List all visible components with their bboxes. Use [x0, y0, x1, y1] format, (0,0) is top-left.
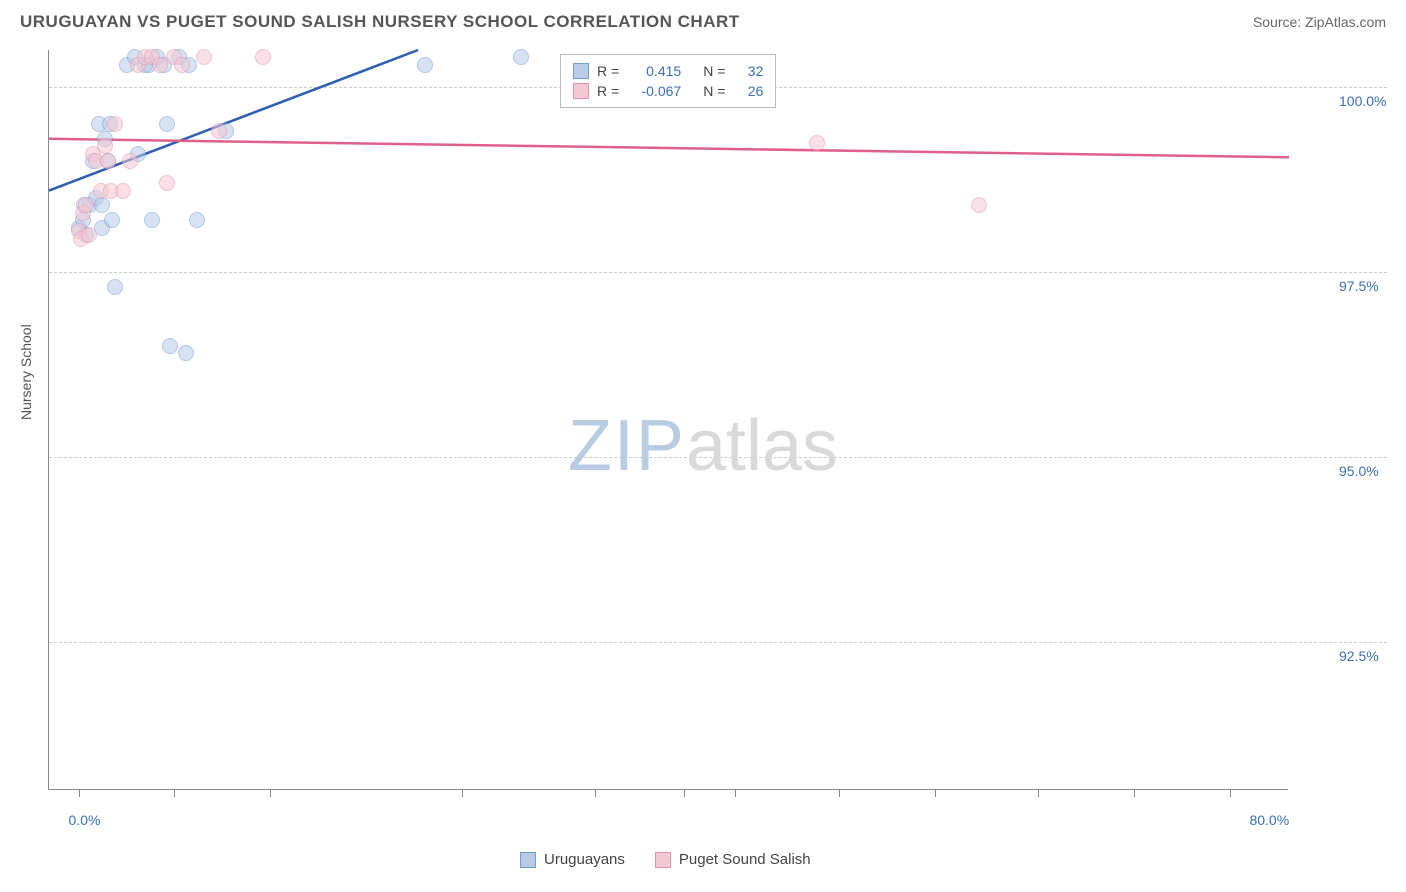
legend-n-label: N = — [703, 83, 725, 99]
series-legend: Uruguayans Puget Sound Salish — [520, 851, 811, 868]
source-label: Source: ZipAtlas.com — [1253, 14, 1386, 30]
data-point — [152, 57, 168, 73]
data-point — [189, 212, 205, 228]
data-point — [211, 123, 227, 139]
x-tick-label: 80.0% — [1249, 812, 1289, 828]
x-tick — [839, 789, 840, 797]
legend-row: R = 0.415 N = 32 — [573, 61, 763, 81]
legend-n-value: 26 — [737, 83, 763, 99]
data-point — [107, 279, 123, 295]
trend-line — [49, 139, 1289, 158]
data-point — [159, 116, 175, 132]
legend-series-name: Uruguayans — [544, 851, 625, 868]
data-point — [94, 197, 110, 213]
legend-r-label: R = — [597, 63, 619, 79]
data-point — [144, 212, 160, 228]
data-point — [174, 57, 190, 73]
data-point — [255, 49, 271, 65]
x-tick — [79, 789, 80, 797]
data-point — [104, 212, 120, 228]
data-point — [97, 138, 113, 154]
x-tick — [462, 789, 463, 797]
y-tick-label: 100.0% — [1339, 93, 1386, 109]
x-tick — [270, 789, 271, 797]
x-tick — [684, 789, 685, 797]
x-tick — [1134, 789, 1135, 797]
legend-item: Puget Sound Salish — [655, 851, 811, 868]
data-point — [115, 183, 131, 199]
legend-swatch — [520, 852, 536, 868]
legend-swatch — [573, 83, 589, 99]
data-point — [122, 153, 138, 169]
data-point — [162, 338, 178, 354]
legend-item: Uruguayans — [520, 851, 625, 868]
x-tick — [935, 789, 936, 797]
legend-r-value: 0.415 — [631, 63, 681, 79]
plot-area: 92.5%95.0%97.5%100.0%0.0%80.0% — [48, 50, 1288, 790]
legend-n-value: 32 — [737, 63, 763, 79]
x-tick — [1230, 789, 1231, 797]
data-point — [107, 116, 123, 132]
x-tick — [174, 789, 175, 797]
x-tick — [735, 789, 736, 797]
legend-row: R = -0.067 N = 26 — [573, 81, 763, 101]
x-tick-label: 0.0% — [69, 812, 101, 828]
legend-n-label: N = — [703, 63, 725, 79]
data-point — [971, 197, 987, 213]
legend-series-name: Puget Sound Salish — [679, 851, 811, 868]
legend-r-value: -0.067 — [631, 83, 681, 99]
trend-lines — [49, 50, 1289, 790]
data-point — [178, 345, 194, 361]
y-tick-label: 97.5% — [1339, 278, 1379, 294]
x-tick — [1038, 789, 1039, 797]
data-point — [78, 197, 94, 213]
y-tick-label: 92.5% — [1339, 648, 1379, 664]
chart-title: URUGUAYAN VS PUGET SOUND SALISH NURSERY … — [20, 12, 740, 32]
y-tick-label: 95.0% — [1339, 463, 1379, 479]
legend-swatch — [573, 63, 589, 79]
correlation-legend: R = 0.415 N = 32 R = -0.067 N = 26 — [560, 54, 776, 108]
legend-swatch — [655, 852, 671, 868]
data-point — [100, 153, 116, 169]
data-point — [196, 49, 212, 65]
data-point — [81, 227, 97, 243]
y-axis-label: Nursery School — [18, 324, 34, 420]
legend-r-label: R = — [597, 83, 619, 99]
x-tick — [595, 789, 596, 797]
data-point — [159, 175, 175, 191]
data-point — [513, 49, 529, 65]
data-point — [809, 135, 825, 151]
data-point — [417, 57, 433, 73]
